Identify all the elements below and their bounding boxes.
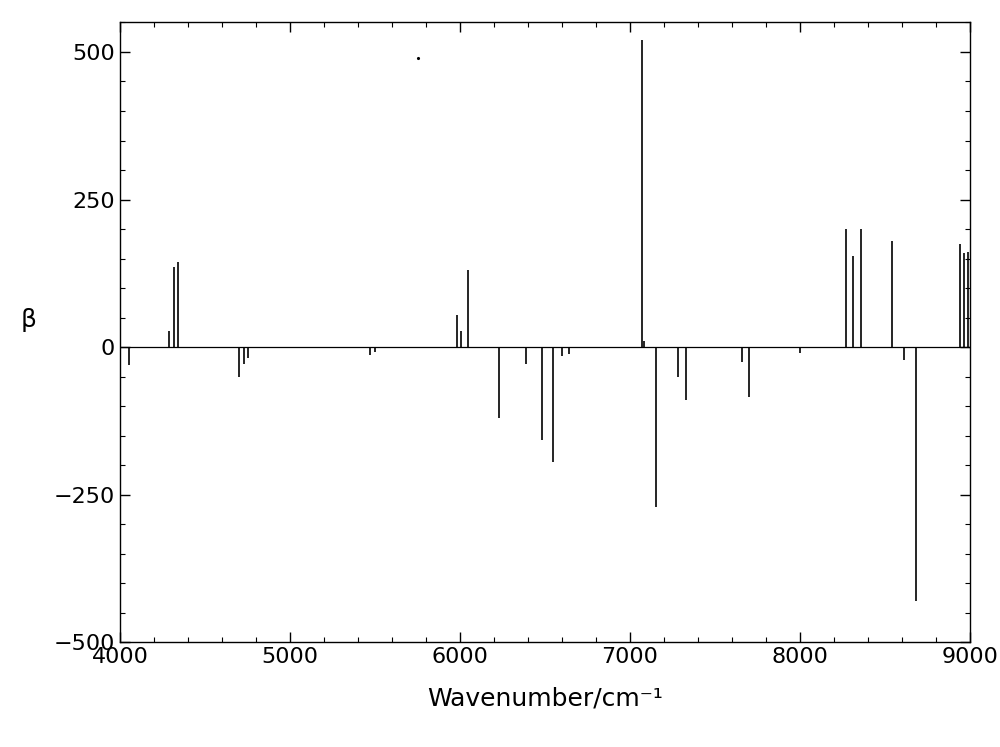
X-axis label: Wavenumber/cm⁻¹: Wavenumber/cm⁻¹ bbox=[427, 686, 663, 710]
Y-axis label: β: β bbox=[21, 309, 37, 332]
